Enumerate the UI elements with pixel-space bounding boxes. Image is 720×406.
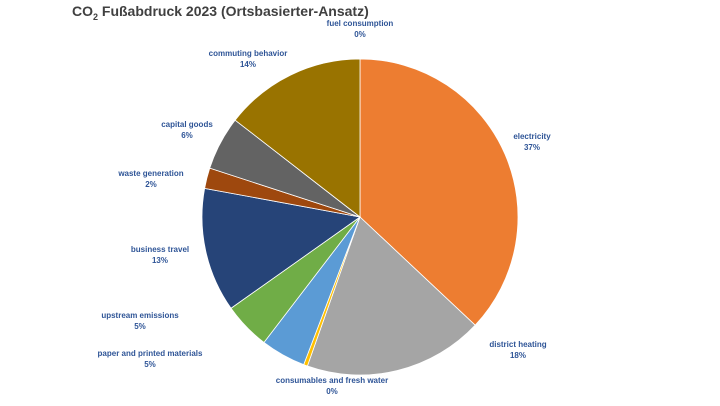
slice-label-percent: 37% [524,143,540,152]
slice-label-name: electricity [513,132,551,141]
slice-label-name: capital goods [161,120,213,129]
pie-slice-commuting-behavior [234,58,361,218]
slice-label-percent: 18% [510,351,526,360]
slice-label-percent: 5% [144,360,156,369]
title-co: CO [72,3,93,19]
slice-label-name: fuel consumption [327,19,394,28]
title-subscript: 2 [93,11,99,22]
slice-label-percent: 13% [152,256,168,265]
pie-slice-business-travel [201,187,362,309]
pie-slice-district-heating [306,216,476,376]
slice-label-name: paper and printed materials [98,349,203,358]
slice-label-name: upstream emissions [101,311,179,320]
slice-label-percent: 0% [326,387,338,396]
slice-label-percent: 6% [181,131,193,140]
slice-label-percent: 0% [354,30,366,39]
slice-label-name: district heating [489,340,546,349]
slice-label-name: waste generation [117,169,183,178]
slice-label-percent: 14% [240,60,256,69]
slice-label-percent: 5% [134,322,146,331]
title-rest: Fußabdruck 2023 (Ortsbasierter-Ansatz) [98,3,369,19]
slice-label-name: commuting behavior [209,49,288,58]
slice-label-name: consumables and fresh water [276,376,388,385]
slice-label-percent: 2% [145,180,157,189]
chart-title: CO2 Fußabdruck 2023 (Ortsbasierter-Ansat… [72,3,369,22]
slice-label-name: business travel [131,245,189,254]
pie-slice-electricity [359,58,519,326]
